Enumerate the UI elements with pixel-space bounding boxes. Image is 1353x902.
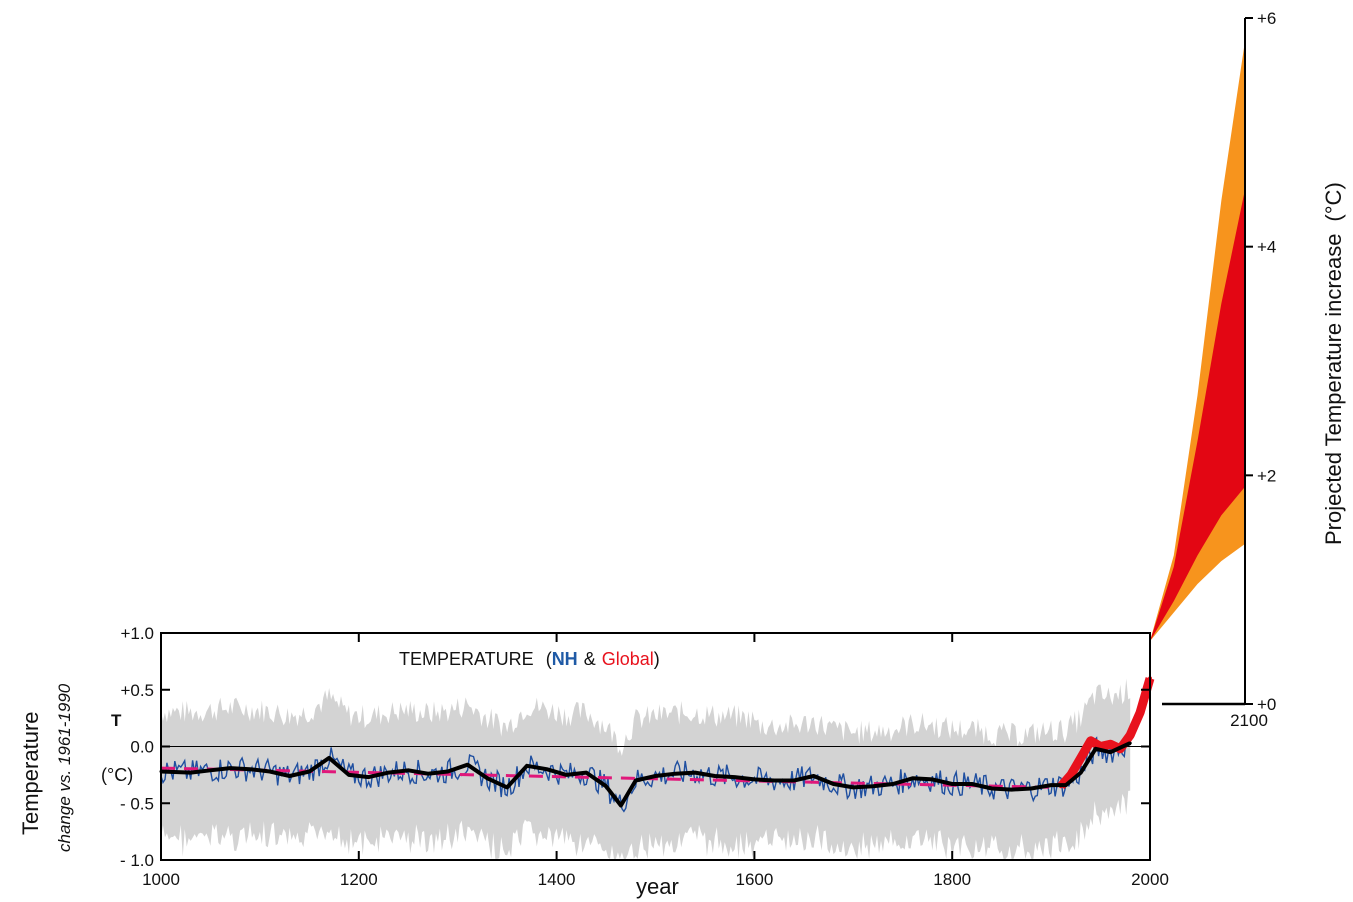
global-point: [1138, 710, 1143, 715]
nh-smoothed-point: [545, 767, 549, 771]
global-point: [1088, 738, 1093, 743]
main-plot-data: [159, 676, 1155, 813]
nh-smoothed-point: [654, 774, 657, 778]
nh-smoothed-point: [752, 777, 756, 781]
x-tick-label: 1000: [142, 870, 180, 889]
nh-smoothed-point: [733, 775, 737, 779]
y-tick-label: 0.0: [130, 738, 154, 757]
y-tick-label: +0.5: [120, 681, 154, 700]
nh-smoothed-point: [851, 785, 855, 789]
nh-smoothed-point: [307, 769, 311, 773]
nh-smoothed-point: [832, 782, 836, 786]
nh-smoothed-point: [525, 764, 529, 768]
tick-labels: 1000 1200 1400 1600 1800 2000 +1.0 +0.5 0.0 - 0.5…: [120, 9, 1276, 889]
global-point: [1108, 742, 1113, 747]
nh-smoothed-point: [189, 771, 193, 775]
nh-smoothed-point: [634, 779, 638, 783]
nh-smoothed-point: [812, 774, 816, 778]
nh-annual-line: [160, 732, 1131, 813]
nh-smoothed-point: [772, 779, 776, 783]
nh-smoothed-point: [930, 777, 934, 781]
uncertainty-envelope: [161, 678, 1131, 859]
nh-smoothed-point: [466, 763, 470, 767]
nh-smoothed-point: [426, 772, 430, 776]
nh-smoothed-point: [950, 782, 954, 786]
chart-title: TEMPERATURE (NH & Global): [399, 649, 660, 669]
global-point: [1068, 772, 1073, 777]
nh-smoothed-point: [386, 771, 390, 775]
projection-axis-title: Projected Temperature increase(°C): [1321, 182, 1346, 545]
nh-smoothed-point: [604, 784, 608, 788]
nh-smoothed-point: [990, 786, 994, 790]
nh-smoothed-point: [564, 773, 568, 777]
projection-y-tick-label: +4: [1257, 238, 1276, 257]
nh-smoothed-point: [446, 769, 450, 773]
x-axis-title: year: [636, 874, 679, 899]
x-tick-label: 2000: [1131, 870, 1169, 889]
x-tick-label: 1400: [538, 870, 576, 889]
main-plot-frame: [160, 632, 1151, 861]
projection-x-tick-label: 2100: [1230, 711, 1268, 730]
projection-y-tick-label: +0: [1257, 695, 1276, 714]
nh-smoothed-point: [584, 771, 588, 775]
nh-smoothed-point: [970, 782, 974, 786]
global-point: [1098, 744, 1103, 749]
y-axis-title: Temperature: [18, 711, 43, 835]
nh-smoothed-point: [248, 767, 252, 771]
projection-band: [1150, 189, 1245, 642]
nh-smoothed-point: [367, 775, 371, 779]
main-plot-background: [161, 678, 1131, 859]
global-point: [1128, 733, 1133, 738]
nh-smoothed-point: [911, 776, 915, 780]
nh-smoothed-point: [871, 784, 875, 788]
nh-smoothed-point: [619, 804, 623, 808]
nh-smoothed-point: [1094, 747, 1098, 751]
projection-panel: [1150, 17, 1253, 706]
nh-smoothed-point: [505, 785, 509, 789]
projection-y-tick-label: +2: [1257, 466, 1276, 485]
nh-smoothed-point: [327, 756, 331, 760]
nh-smoothed-point: [228, 766, 232, 770]
nh-smoothed-point: [1108, 750, 1112, 754]
main-chart-title: TEMPERATURE (NH & Global): [399, 649, 660, 669]
x-tick-label: 1600: [735, 870, 773, 889]
nh-smoothed-point: [1079, 771, 1083, 775]
nh-smoothed-point: [406, 768, 410, 772]
y-axis-unit: (°C): [101, 765, 133, 785]
nh-smoothed-point: [485, 776, 489, 780]
nh-smoothed-point: [713, 774, 717, 778]
nh-smoothed-point: [891, 782, 895, 786]
y-tick-label: +1.0: [120, 624, 154, 643]
y-tick-label: - 1.0: [120, 851, 154, 870]
nh-smoothed-point: [1128, 741, 1132, 745]
nh-smoothed-point: [288, 774, 292, 778]
nh-smoothed-point: [1029, 786, 1033, 790]
projection-y-tick-label: +6: [1257, 9, 1276, 28]
nh-smoothed-point: [347, 773, 351, 777]
global-point: [1078, 755, 1083, 760]
nh-smoothed-point: [1049, 783, 1053, 787]
nh-smoothed-point: [673, 772, 677, 776]
nh-smoothed-point: [208, 768, 212, 772]
nh-smoothed-point: [693, 771, 697, 775]
y-axis-subtitle: change vs. 1961-1990: [55, 683, 74, 852]
x-tick-label: 1200: [340, 870, 378, 889]
y-axis-symbol: T: [111, 711, 122, 730]
x-tick-label: 1800: [933, 870, 971, 889]
global-line: [1057, 677, 1155, 790]
nh-smoothed-point: [1064, 783, 1068, 787]
nh-smoothed-point: [792, 779, 796, 783]
nh-smoothed-point: [268, 769, 272, 773]
nh-smoothed-point: [1010, 788, 1014, 792]
y-tick-label: - 0.5: [120, 794, 154, 813]
